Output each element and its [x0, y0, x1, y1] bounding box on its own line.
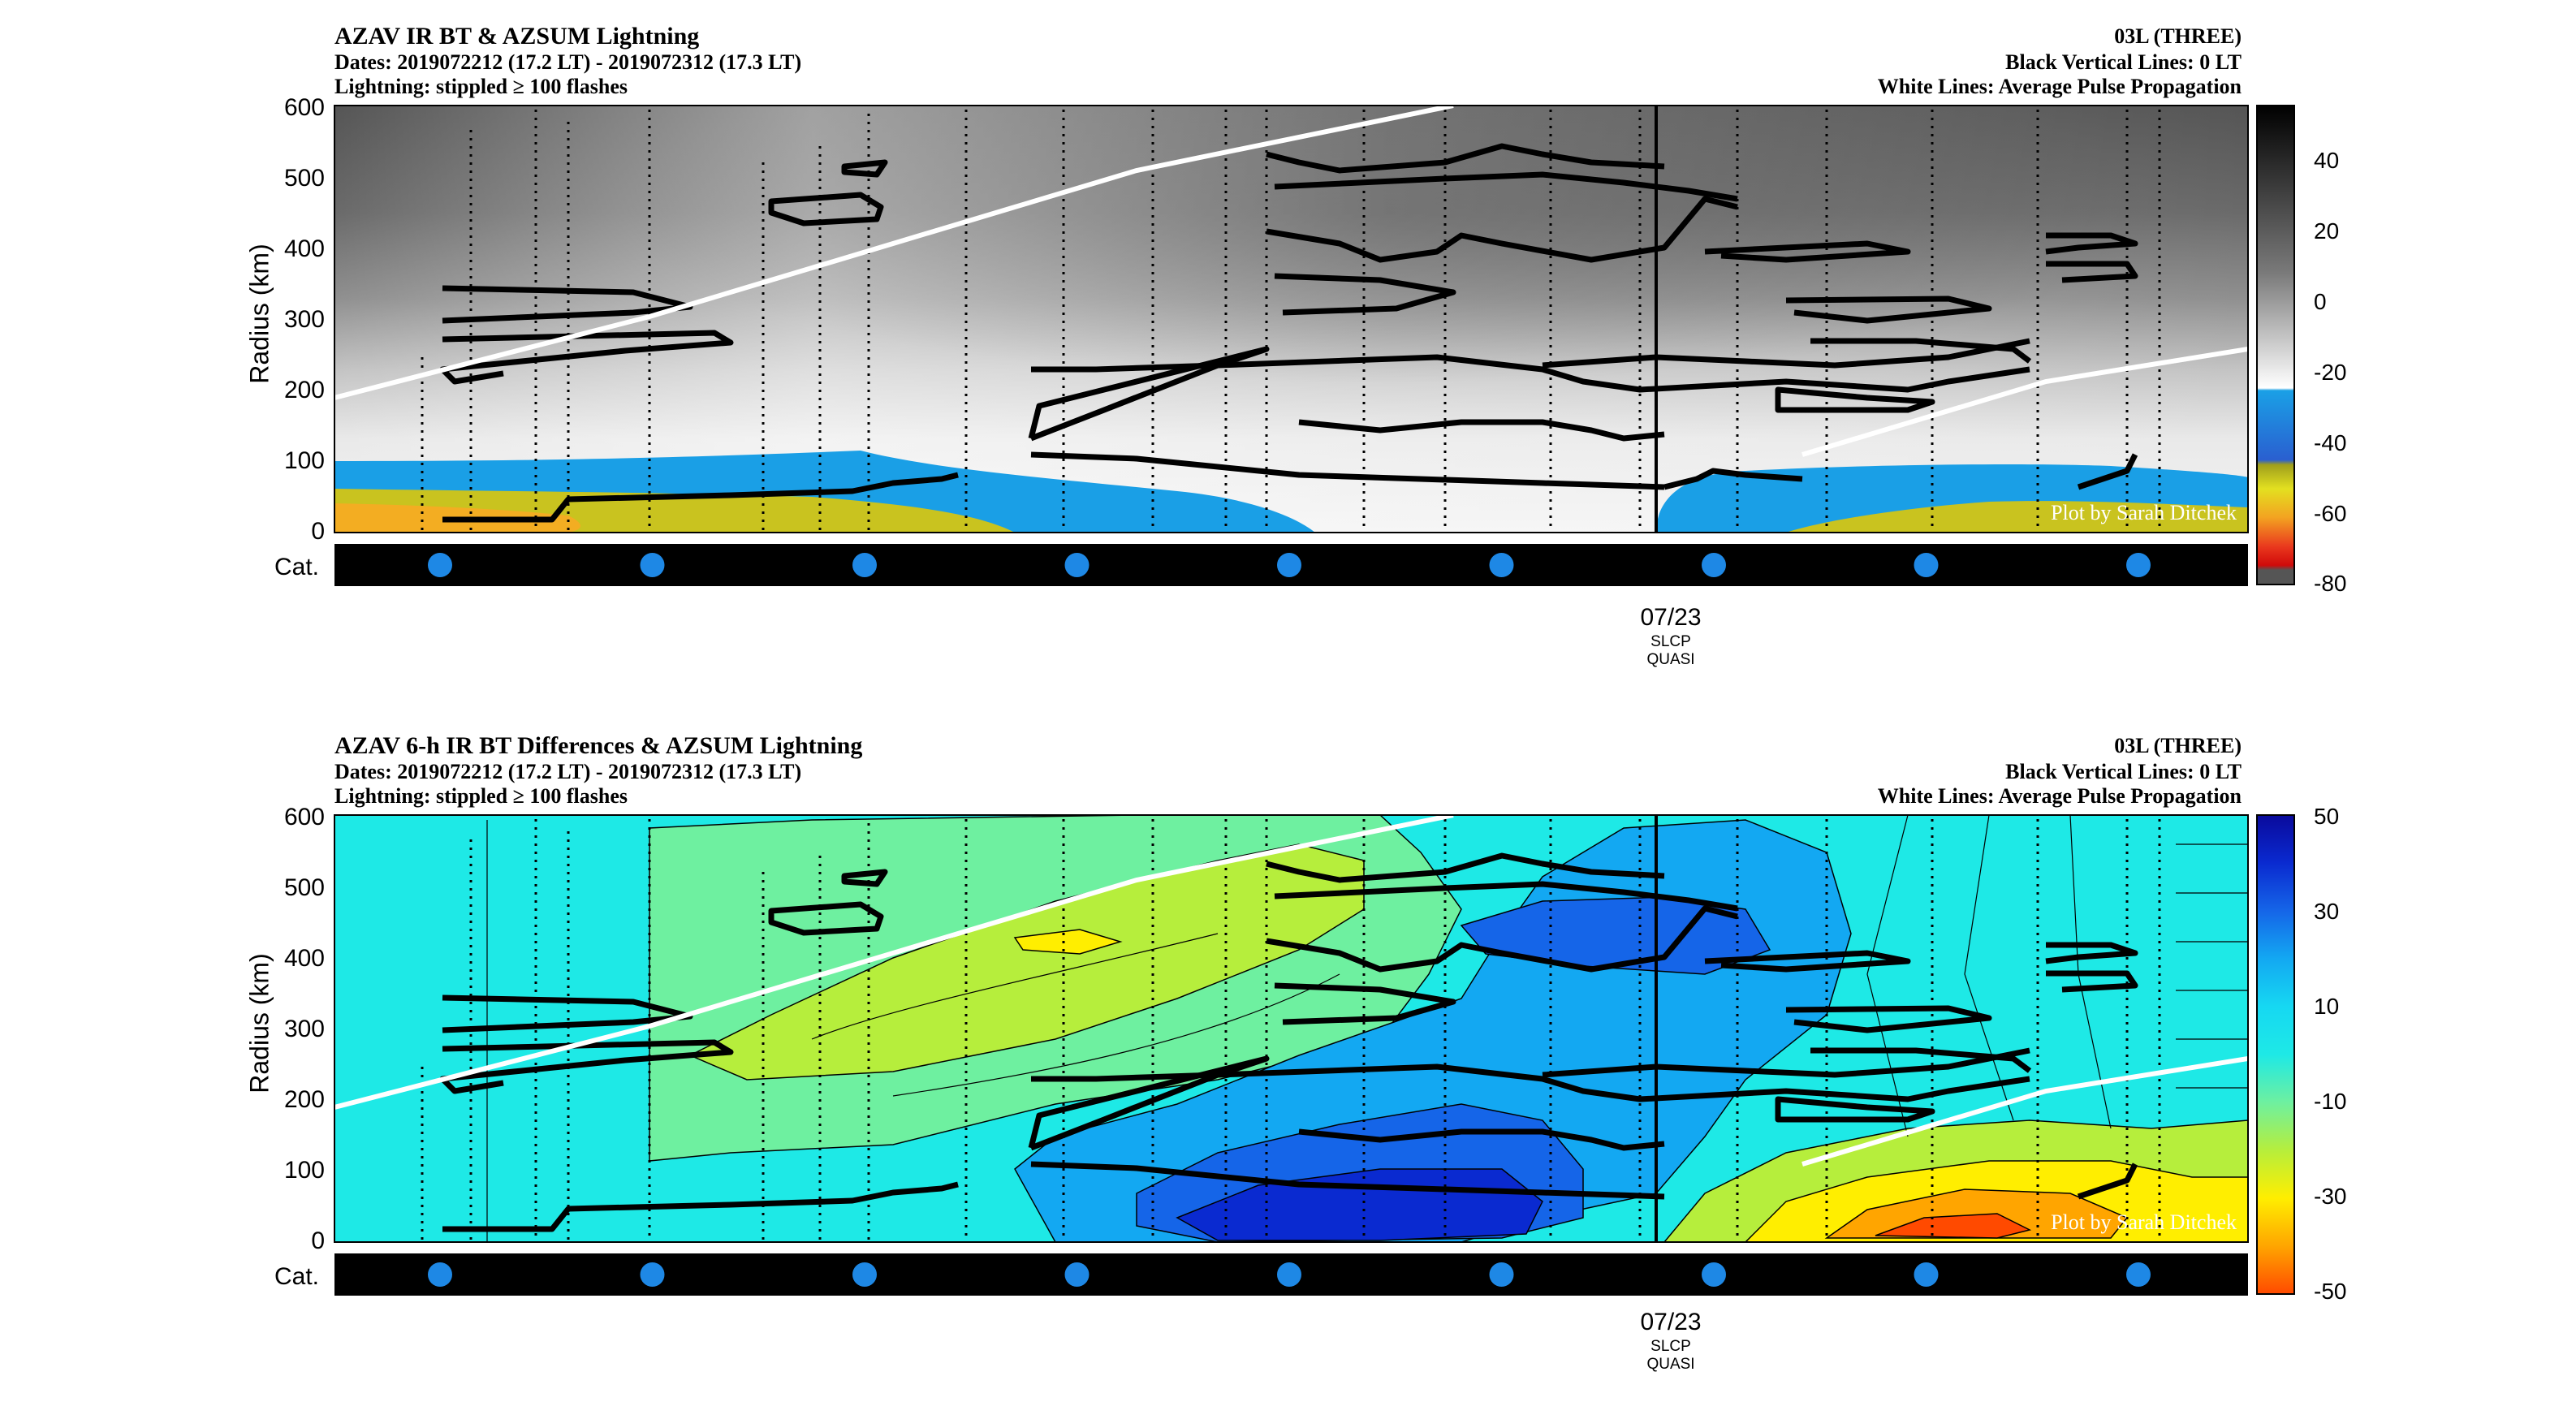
top-plot-frame — [334, 105, 2249, 533]
colorbar-tick: 40 — [2314, 148, 2340, 173]
colorbar-tick: -40 — [2314, 430, 2347, 455]
storm-name: 03L (THREE) — [2114, 734, 2242, 757]
legend-black-lines: Black Vertical Lines: 0 LT — [2005, 760, 2242, 783]
category-marker — [1489, 1262, 1514, 1287]
category-marker — [2126, 1262, 2151, 1287]
watermark: Plot by Sarah Ditchek — [2051, 501, 2237, 524]
colorbar-tick: 20 — [2314, 218, 2340, 244]
y-tick-label: 100 — [283, 447, 325, 474]
legend-white-lines: White Lines: Average Pulse Propagation — [1877, 75, 2242, 98]
bottom-plot-frame — [334, 814, 2249, 1243]
category-marker — [640, 1262, 665, 1287]
storm-name: 03L (THREE) — [2114, 24, 2242, 48]
y-tick-label: 600 — [283, 804, 325, 830]
y-tick-label: 200 — [283, 377, 325, 403]
colorbar-tick: 50 — [2314, 804, 2340, 829]
pulse-propagation-lines — [334, 815, 2248, 1167]
category-markers — [428, 553, 2151, 577]
category-marker — [1277, 553, 1301, 577]
y-tick-label: 100 — [283, 1157, 325, 1184]
category-marker — [428, 1262, 452, 1287]
category-markers — [428, 1262, 2151, 1287]
chart-title: AZAV IR BT & AZSUM Lightning — [334, 23, 700, 50]
colorbar-tick: -50 — [2314, 1279, 2347, 1304]
colorbar-tick: -60 — [2314, 501, 2347, 526]
lightning-contours — [439, 852, 2138, 1232]
colorbar-tick: -10 — [2314, 1089, 2347, 1114]
y-tick-label: 0 — [311, 518, 325, 545]
x-date-label: 07/23 — [1640, 604, 1702, 631]
difference-contours — [486, 815, 2248, 1242]
legend-black-lines: Black Vertical Lines: 0 LT — [2005, 50, 2242, 74]
x-sub-label-slcp: SLCP — [1650, 633, 1691, 650]
y-tick-label: 300 — [283, 1016, 325, 1042]
x-date-label: 07/23 — [1640, 1309, 1702, 1335]
category-marker — [1702, 1262, 1726, 1287]
lightning-stipple — [421, 819, 2161, 1242]
y-tick-label: 400 — [283, 235, 325, 262]
colorbar-tick: 10 — [2314, 994, 2340, 1019]
category-marker — [1914, 1262, 1939, 1287]
chart-subtitle-dates: Dates: 2019072212 (17.2 LT) - 2019072312… — [334, 760, 802, 783]
category-marker — [428, 553, 452, 577]
chart-title: AZAV 6-h IR BT Differences & AZSUM Light… — [334, 732, 863, 759]
y-tick-label: 600 — [283, 94, 325, 121]
y-tick-label: 500 — [283, 165, 325, 192]
colorbar-tick: 0 — [2314, 289, 2327, 314]
chart-subtitle-dates: Dates: 2019072212 (17.2 LT) - 2019072312… — [334, 50, 802, 74]
watermark: Plot by Sarah Ditchek — [2051, 1210, 2237, 1234]
colorbar — [2256, 105, 2295, 585]
warming-core — [1875, 1213, 2032, 1239]
colorbar-tick: 30 — [2314, 899, 2340, 924]
legend-white-lines: White Lines: Average Pulse Propagation — [1877, 784, 2242, 808]
category-marker — [1489, 553, 1514, 577]
category-marker — [1914, 553, 1939, 577]
category-marker — [1702, 553, 1726, 577]
x-sub-label-slcp: SLCP — [1650, 1338, 1691, 1355]
category-marker — [2126, 553, 2151, 577]
category-label: Cat. — [274, 1263, 320, 1290]
x-sub-label-quasi: QUASI — [1646, 651, 1695, 668]
category-marker — [1277, 1262, 1301, 1287]
colorbar — [2256, 814, 2295, 1295]
category-marker — [852, 1262, 877, 1287]
y-tick-label: 300 — [283, 306, 325, 333]
chart-subtitle-lightning: Lightning: stippled ≥ 100 flashes — [334, 75, 628, 98]
colorbar-tick: -80 — [2314, 571, 2347, 596]
pulse-propagation-lines — [334, 106, 2248, 457]
lightning-stipple — [421, 110, 2161, 533]
category-marker — [1064, 1262, 1090, 1287]
warming-region — [1013, 929, 1123, 955]
coldest-cloud-region — [1786, 501, 2248, 533]
category-marker — [852, 553, 877, 577]
top-heatmap-panel: Plot by Sarah Ditchek — [334, 106, 2248, 533]
bottom-heatmap-panel: Plot by Sarah Ditchek — [334, 815, 2248, 1242]
y-tick-label: 500 — [283, 874, 325, 901]
chart-subtitle-lightning: Lightning: stippled ≥ 100 flashes — [334, 784, 628, 808]
y-tick-label: 0 — [311, 1227, 325, 1254]
lightning-contours — [439, 143, 2138, 523]
x-sub-label-quasi: QUASI — [1646, 1356, 1695, 1373]
y-tick-label: 400 — [283, 945, 325, 972]
category-marker — [640, 553, 665, 577]
y-tick-label: 200 — [283, 1086, 325, 1113]
category-label: Cat. — [274, 554, 320, 580]
category-marker — [1064, 553, 1090, 577]
colorbar-tick: -20 — [2314, 360, 2347, 385]
colorbar-tick: -30 — [2314, 1184, 2347, 1209]
